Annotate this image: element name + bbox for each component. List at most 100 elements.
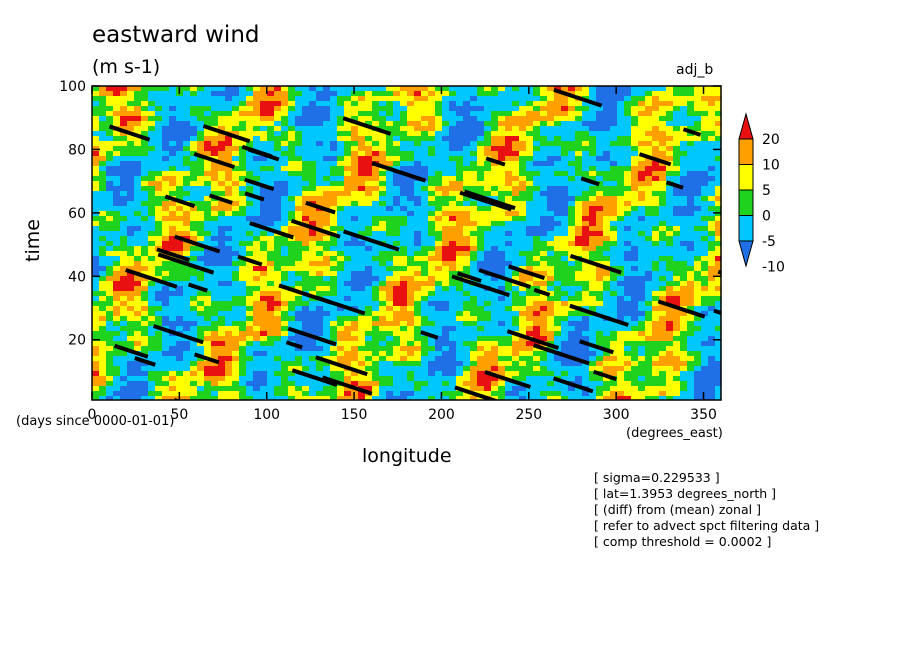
field-cell	[617, 346, 625, 352]
field-cell	[260, 176, 268, 182]
field-cell	[687, 356, 695, 362]
field-cell	[260, 271, 268, 277]
field-cell	[295, 86, 303, 92]
field-cell	[197, 221, 205, 227]
field-cell	[512, 186, 520, 192]
field-cell	[239, 216, 247, 222]
field-cell	[701, 311, 709, 317]
field-cell	[561, 176, 569, 182]
field-cell	[288, 166, 296, 172]
field-cell	[197, 261, 205, 267]
field-cell	[316, 331, 324, 337]
field-cell	[239, 151, 247, 157]
field-cell	[456, 256, 464, 262]
field-cell	[379, 206, 387, 212]
field-cell	[568, 326, 576, 332]
field-cell	[449, 326, 457, 332]
field-cell	[470, 121, 478, 127]
field-cell	[134, 106, 142, 112]
field-cell	[232, 266, 240, 272]
field-cell	[99, 331, 107, 337]
field-cell	[554, 186, 562, 192]
field-cell	[673, 86, 681, 92]
field-cell	[260, 191, 268, 197]
field-cell	[589, 286, 597, 292]
field-cell	[323, 311, 331, 317]
field-cell	[162, 201, 170, 207]
field-cell	[596, 106, 604, 112]
field-cell	[386, 256, 394, 262]
field-cell	[624, 341, 632, 347]
field-cell	[169, 121, 177, 127]
field-cell	[575, 351, 583, 357]
field-cell	[428, 116, 436, 122]
field-cell	[204, 311, 212, 317]
field-cell	[645, 101, 653, 107]
field-cell	[316, 246, 324, 252]
field-cell	[337, 356, 345, 362]
field-cell	[456, 181, 464, 187]
field-cell	[106, 246, 114, 252]
field-cell	[113, 296, 121, 302]
field-cell	[225, 216, 233, 222]
field-cell	[561, 281, 569, 287]
field-cell	[155, 341, 163, 347]
field-cell	[561, 116, 569, 122]
field-cell	[337, 186, 345, 192]
field-cell	[624, 291, 632, 297]
field-cell	[92, 201, 100, 207]
field-cell	[260, 246, 268, 252]
field-cell	[169, 341, 177, 347]
field-cell	[141, 341, 149, 347]
field-cell	[274, 296, 282, 302]
field-cell	[498, 206, 506, 212]
field-cell	[92, 266, 100, 272]
field-cell	[232, 361, 240, 367]
field-cell	[589, 106, 597, 112]
field-cell	[134, 261, 142, 267]
field-cell	[372, 316, 380, 322]
field-cell	[316, 151, 324, 157]
field-cell	[267, 96, 275, 102]
field-cell	[232, 121, 240, 127]
field-cell	[113, 321, 121, 327]
field-cell	[631, 346, 639, 352]
field-cell	[694, 216, 702, 222]
field-cell	[183, 351, 191, 357]
field-cell	[183, 131, 191, 137]
field-cell	[99, 361, 107, 367]
field-cell	[323, 106, 331, 112]
field-cell	[295, 256, 303, 262]
field-cell	[435, 211, 443, 217]
field-cell	[694, 241, 702, 247]
field-cell	[673, 221, 681, 227]
field-cell	[330, 306, 338, 312]
field-cell	[218, 106, 226, 112]
field-cell	[127, 146, 135, 152]
field-cell	[148, 356, 156, 362]
field-cell	[421, 101, 429, 107]
field-cell	[568, 236, 576, 242]
field-cell	[316, 171, 324, 177]
field-cell	[113, 191, 121, 197]
field-cell	[701, 226, 709, 232]
field-cell	[379, 126, 387, 132]
field-cell	[120, 111, 128, 117]
field-cell	[379, 216, 387, 222]
field-cell	[232, 276, 240, 282]
field-cell	[365, 121, 373, 127]
field-cell	[638, 186, 646, 192]
field-cell	[176, 131, 184, 137]
field-cell	[638, 161, 646, 167]
field-cell	[253, 346, 261, 352]
field-cell	[414, 326, 422, 332]
field-cell	[155, 91, 163, 97]
field-cell	[225, 296, 233, 302]
field-cell	[260, 251, 268, 257]
field-cell	[463, 236, 471, 242]
field-cell	[442, 271, 450, 277]
field-cell	[155, 316, 163, 322]
field-cell	[498, 336, 506, 342]
field-cell	[554, 106, 562, 112]
field-cell	[561, 276, 569, 282]
